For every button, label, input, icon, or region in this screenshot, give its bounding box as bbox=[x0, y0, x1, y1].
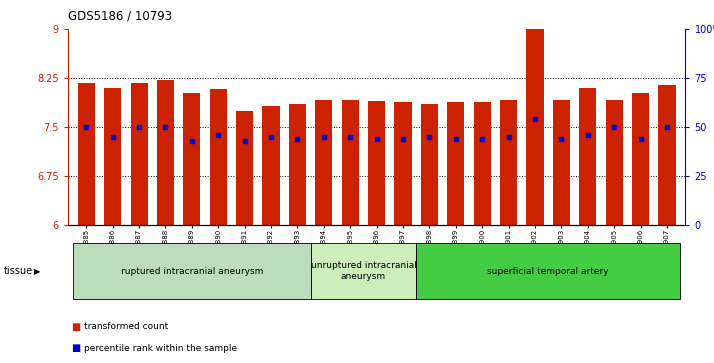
Bar bbox=[394, 102, 411, 225]
Bar bbox=[131, 83, 148, 225]
Bar bbox=[78, 83, 95, 225]
Text: tissue: tissue bbox=[4, 266, 33, 276]
Bar bbox=[342, 99, 359, 225]
Text: ■: ■ bbox=[71, 322, 81, 332]
Bar bbox=[236, 111, 253, 225]
Bar bbox=[605, 99, 623, 225]
Bar bbox=[104, 88, 121, 225]
Bar bbox=[289, 104, 306, 225]
Text: unruptured intracranial
aneurysm: unruptured intracranial aneurysm bbox=[311, 261, 416, 281]
Text: ▶: ▶ bbox=[34, 267, 41, 276]
Text: ■: ■ bbox=[71, 343, 81, 354]
Bar bbox=[473, 102, 491, 225]
Bar bbox=[632, 93, 649, 225]
Bar bbox=[526, 28, 543, 225]
Bar bbox=[368, 101, 386, 225]
Bar bbox=[553, 99, 570, 225]
Bar bbox=[447, 102, 464, 225]
Bar bbox=[658, 85, 675, 225]
Text: ruptured intracranial aneurysm: ruptured intracranial aneurysm bbox=[121, 267, 263, 276]
Bar bbox=[157, 80, 174, 225]
Text: percentile rank within the sample: percentile rank within the sample bbox=[84, 344, 237, 353]
Bar bbox=[210, 89, 227, 225]
Bar bbox=[421, 104, 438, 225]
Text: superficial temporal artery: superficial temporal artery bbox=[488, 267, 609, 276]
Bar bbox=[579, 88, 596, 225]
Bar bbox=[316, 99, 333, 225]
Text: transformed count: transformed count bbox=[84, 322, 169, 331]
Text: GDS5186 / 10793: GDS5186 / 10793 bbox=[68, 9, 172, 22]
Bar bbox=[500, 99, 517, 225]
Bar bbox=[263, 106, 280, 225]
Bar bbox=[183, 93, 201, 225]
